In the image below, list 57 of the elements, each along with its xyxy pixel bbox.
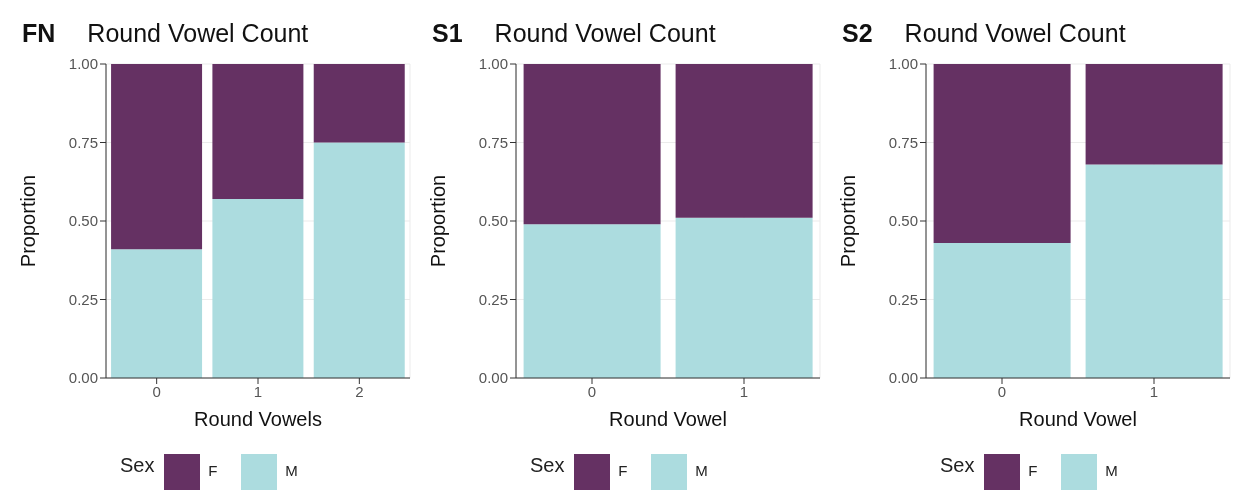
bar xyxy=(675,217,813,378)
x-tick-label: 2 xyxy=(355,382,364,400)
bar xyxy=(111,64,203,250)
x-axis-title: Round Vowels xyxy=(194,408,322,430)
bar xyxy=(675,64,813,218)
x-tick-label: 0 xyxy=(587,382,597,400)
x-tick-label: 0 xyxy=(997,382,1007,400)
x-tick-label: 1 xyxy=(739,382,749,400)
y-tick-label: 0.75 xyxy=(68,133,98,151)
x-axis-title: Round Vowel xyxy=(1019,408,1137,430)
bar xyxy=(523,224,661,378)
y-tick-label: 0.50 xyxy=(888,212,918,230)
y-tick-label: 0.50 xyxy=(68,212,98,230)
legend-title: Sex xyxy=(120,453,155,478)
bar xyxy=(313,142,405,378)
bar xyxy=(933,242,1071,378)
bar xyxy=(1085,64,1223,165)
y-tick-label: 1.00 xyxy=(68,55,98,73)
text: S1 xyxy=(432,18,463,48)
bar xyxy=(933,64,1071,243)
y-axis-title: Proportion xyxy=(17,174,40,268)
y-tick-label: 0.50 xyxy=(478,212,508,230)
bar xyxy=(1085,164,1223,378)
x-axis-title: Round Vowel xyxy=(609,408,727,430)
legend-title: Sex xyxy=(530,453,565,478)
bar xyxy=(212,199,304,378)
legend-label: F xyxy=(618,461,628,479)
bar xyxy=(111,249,203,378)
y-tick-label: 0.25 xyxy=(888,290,918,308)
text: S2 xyxy=(842,18,873,48)
y-tick-label: 0.75 xyxy=(478,133,508,151)
y-axis-title: Proportion xyxy=(837,174,860,268)
y-tick-label: 1.00 xyxy=(888,55,918,73)
bar xyxy=(212,64,304,200)
y-tick-label: 0.00 xyxy=(68,369,98,387)
y-tick-label: 0.00 xyxy=(888,369,918,387)
legend-label: M xyxy=(695,461,708,479)
chart-title: Round Vowel Count xyxy=(904,18,1126,48)
legend-label: M xyxy=(285,461,298,479)
chart-title: Round Vowel Count xyxy=(87,18,309,48)
y-tick-label: 0.75 xyxy=(888,133,918,151)
chart-title: Round Vowel Count xyxy=(494,18,716,48)
legend-label: F xyxy=(1028,461,1038,479)
y-tick-label: 0.00 xyxy=(478,369,508,387)
x-tick-label: 1 xyxy=(253,382,263,400)
bar xyxy=(523,64,661,225)
legend-label: M xyxy=(1105,461,1118,479)
y-tick-label: 0.25 xyxy=(478,290,508,308)
bar xyxy=(313,64,405,143)
x-tick-label: 0 xyxy=(152,382,161,400)
y-axis-title: Proportion xyxy=(427,174,450,268)
y-tick-label: 0.25 xyxy=(68,290,98,308)
text: FN xyxy=(22,18,56,48)
x-tick-label: 1 xyxy=(1149,382,1159,400)
legend-label: F xyxy=(208,461,218,479)
y-tick-label: 1.00 xyxy=(478,55,508,73)
legend-title: Sex xyxy=(940,453,975,478)
